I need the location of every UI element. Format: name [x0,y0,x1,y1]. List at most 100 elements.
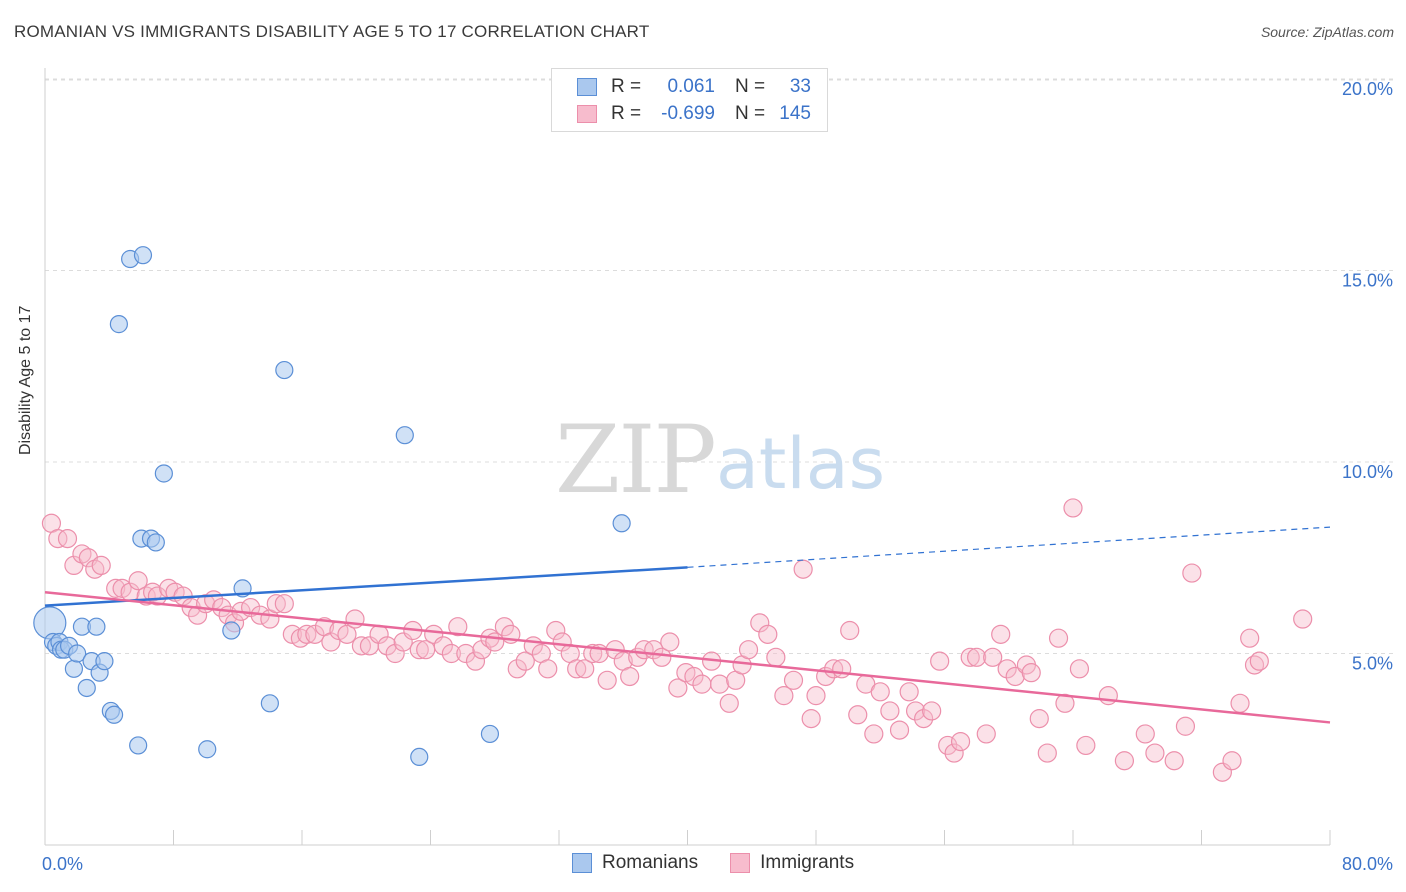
immigrants-point [48,528,68,549]
immigrants-point [668,678,688,698]
immigrants-point [1037,743,1057,763]
immigrants-point [870,682,890,702]
y-tick-label: 15.0% [1342,271,1393,291]
immigrants-point [620,666,640,687]
y-tick-labels: 5.0% 10.0% 15.0% 20.0% [1342,79,1393,674]
immigrants-point [1063,498,1083,518]
romanians-trend-extension [687,526,1331,568]
romanians-point [77,678,96,698]
immigrants-point [905,701,926,721]
romanians-point [275,360,294,380]
y-tick-label: 20.0% [1342,79,1393,99]
romanians-point [87,617,106,636]
watermark-zip: ZIP [555,406,715,515]
immigrants-point [922,701,942,721]
immigrants-point [128,571,148,591]
immigrants-point [266,594,286,614]
immigrants-point [738,640,759,660]
n-label: N = [735,76,766,97]
immigrants-point [801,709,821,729]
immigrants-point [274,594,294,614]
immigrants-point [1164,751,1184,771]
immigrants-point [351,636,372,656]
y-axis-label: Disability Age 5 to 17 [17,305,34,455]
immigrants-point [494,617,514,637]
immigrants-point [684,666,704,687]
source-label: Source: ZipAtlas.com [1260,24,1394,40]
immigrants-point [1048,628,1069,648]
immigrants-point [321,632,341,652]
watermark-atlas: atlas [716,423,885,505]
romanians-point [395,426,414,445]
immigrants-point [806,686,826,706]
immigrants-point [1005,666,1025,687]
immigrants-swatch [577,105,597,123]
romanians-point [129,736,148,755]
correlation-legend: R = 0.061 N = 33 R = -0.699 N = 145 [551,68,828,132]
immigrants-point [1114,751,1135,771]
immigrants-point [1069,659,1090,679]
y-tick-label: 5.0% [1352,654,1393,674]
immigrants-point [1175,716,1196,736]
romanians-trend-line [44,566,688,607]
immigrants-point [441,643,461,664]
watermark: ZIP atlas [555,406,885,515]
immigrants-point [692,674,712,694]
n-label: N = [735,103,766,124]
immigrants-point [456,643,476,664]
immigrants-point [793,559,813,579]
n-value: 145 [779,103,811,124]
immigrants-point [1076,735,1096,756]
immigrants-point [546,620,566,641]
immigrants-point [710,674,730,694]
r-value: -0.699 [661,103,715,124]
immigrants-point [538,659,558,679]
immigrants-point [409,640,429,660]
immigrants-point [660,632,680,652]
immigrants-legend-swatch [730,853,751,873]
immigrants-point [750,613,770,633]
legend-item-immigrants[interactable]: Immigrants [730,852,854,874]
immigrants-point [1230,693,1250,713]
romanians-point [109,315,128,334]
immigrants-point [758,624,778,644]
immigrants-point [552,632,572,652]
immigrants-point [766,647,786,667]
immigrants-point [91,555,111,576]
immigrants-point [991,624,1011,644]
romanians-point [612,514,631,533]
axes [44,68,1331,846]
immigrants-trend-line [44,590,1331,724]
romanians-point [198,740,217,759]
immigrants-point [1240,628,1260,648]
legend-row-immigrants: R = -0.699 N = 145 [577,103,811,125]
immigrants-point [433,636,453,656]
immigrants-point [567,659,587,679]
immigrants-point [1135,724,1155,744]
r-label: R = [611,76,642,97]
series-legend: Romanians Immigrants [572,852,886,874]
immigrants-point [983,647,1003,667]
n-value: 33 [789,76,811,97]
immigrants-point [997,659,1017,679]
immigrants-point [719,693,739,713]
immigrants-point [507,659,527,679]
immigrants-point [297,624,317,644]
romanians-point [104,705,124,724]
immigrants-point [899,682,919,702]
immigrants-point [774,686,794,706]
legend-item-romanians[interactable]: Romanians [572,852,698,874]
x-tick-label: 80.0% [1342,854,1393,874]
immigrants-point [448,617,468,637]
immigrants-point [848,705,868,725]
immigrants-point [889,720,910,740]
chart-title: ROMANIAN VS IMMIGRANTS DISABILITY AGE 5 … [14,22,650,41]
immigrants-point [485,632,505,652]
immigrants-point [515,651,535,671]
romanians-point [68,644,87,663]
immigrants-point [377,636,397,656]
r-label: R = [611,103,642,124]
romanians-point [64,659,84,678]
romanians-point [222,621,241,640]
immigrants-point [930,651,950,671]
